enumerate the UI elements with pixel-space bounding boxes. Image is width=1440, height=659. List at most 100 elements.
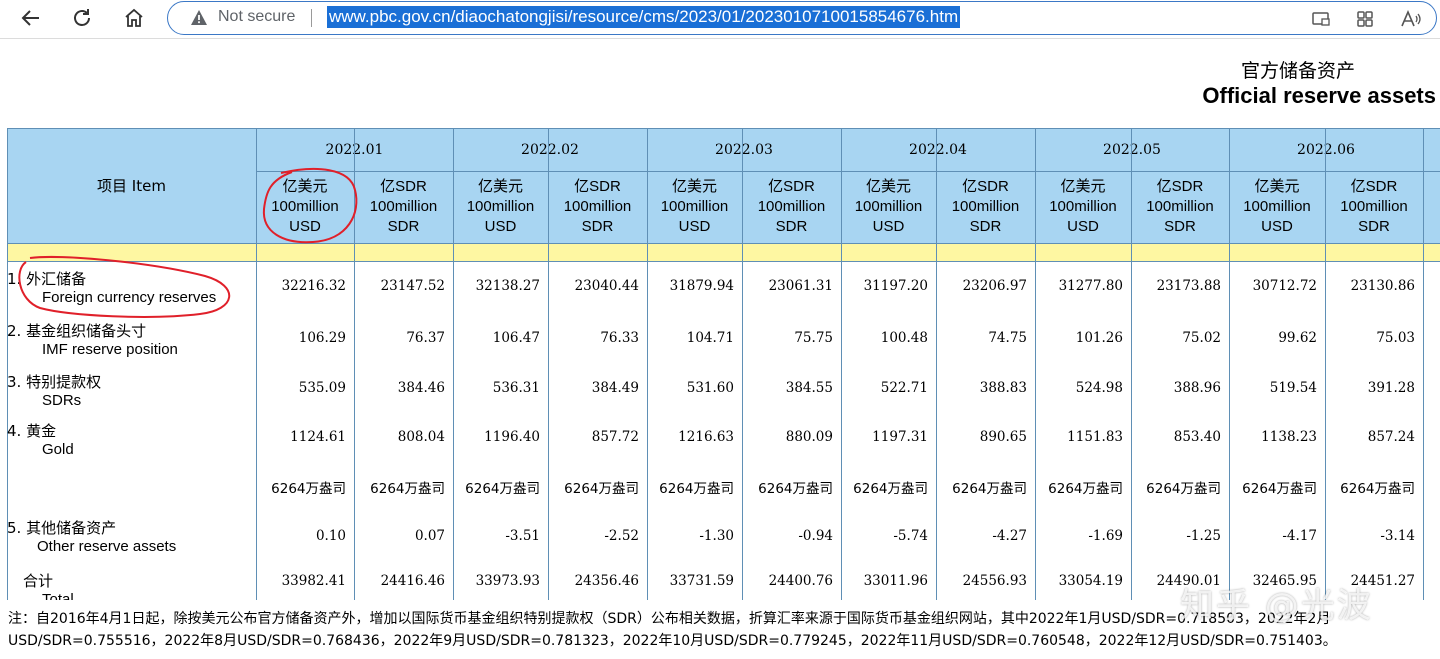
unit-header-line: 亿美元 [282, 178, 328, 195]
row-label-cn: 合计 [23, 572, 54, 590]
table-cell: 30712.72 [1252, 278, 1317, 294]
table-cell: 106.47 [492, 330, 540, 346]
address-divider [311, 9, 312, 27]
unit-header-line: USD [484, 218, 517, 235]
unit-header-line: 100million [271, 198, 339, 215]
table-cell: 33982.41 [281, 573, 346, 589]
grid-vline [7, 128, 8, 600]
address-bar[interactable]: Not secure www.pbc.gov.cn/diaochatongjis… [167, 1, 1437, 35]
unit-header-line: USD [289, 218, 321, 235]
grid-vline [841, 128, 842, 600]
month-header: 2022.05 [1103, 141, 1161, 158]
warning-icon [191, 10, 207, 25]
table-header-background [7, 128, 1440, 243]
table-cell: 32138.27 [475, 278, 540, 294]
month-header: 2022.04 [909, 141, 967, 158]
row-label-cn: 1. 外汇储备 [7, 270, 87, 288]
table-cell: 384.55 [785, 380, 833, 396]
gold-ounces-cell: 6264万盎司 [1048, 481, 1123, 497]
unit-header: 亿SDR 100million SDR [742, 171, 841, 243]
table-cell: 536.31 [492, 380, 540, 396]
unit-header-line: 亿美元 [865, 178, 911, 195]
month-header: 2022.03 [715, 141, 773, 158]
table-cell: 32465.95 [1252, 573, 1317, 589]
home-button[interactable] [119, 4, 149, 32]
table-cell: 1196.40 [484, 429, 540, 445]
unit-header: 亿SDR 100million SDR [548, 171, 647, 243]
unit-header-line: SDR [969, 218, 1002, 235]
table-cell: 24451.27 [1350, 573, 1415, 589]
gold-ounces-cell: 6264万盎司 [952, 481, 1027, 497]
table-cell: 101.26 [1075, 330, 1123, 346]
unit-header-line: SDR [387, 218, 420, 235]
gold-ounces-cell: 6264万盎司 [1340, 481, 1415, 497]
table-cell: 74.75 [988, 330, 1027, 346]
apps-grid-icon[interactable] [1355, 9, 1375, 29]
url-text[interactable]: www.pbc.gov.cn/diaochatongjisi/resource/… [327, 6, 961, 28]
row-label-cn: 3. 特别提款权 [7, 373, 102, 391]
table-cell: 104.71 [686, 330, 734, 346]
grid-hline [7, 243, 1440, 244]
unit-header: 亿美元 100million USD [647, 171, 742, 243]
table-cell: 24400.76 [768, 573, 833, 589]
table-cell: 1216.63 [678, 429, 734, 445]
unit-header-line: 100million [369, 198, 438, 215]
table-cell: -1.25 [1186, 528, 1221, 544]
unit-header-line: 亿SDR [1350, 178, 1398, 195]
unit-header-line: USD [1261, 218, 1293, 235]
table-cell: 24556.93 [962, 573, 1027, 589]
unit-header-line: 100million [1049, 198, 1117, 215]
table-cell: 0.07 [414, 528, 445, 544]
browser-toolbar: Not secure www.pbc.gov.cn/diaochatongjis… [0, 0, 1440, 39]
unit-header: 亿SDR 100million SDR [936, 171, 1035, 243]
table-cell: 519.54 [1269, 380, 1317, 396]
unit-header-line: USD [1067, 218, 1099, 235]
home-icon [125, 8, 143, 27]
table-cell: -3.51 [505, 528, 540, 544]
table-cell: 535.09 [298, 380, 346, 396]
row-label-en: SDRs [42, 392, 82, 409]
read-aloud-icon[interactable] [1400, 9, 1422, 29]
table-cell: 23173.88 [1156, 278, 1221, 294]
gold-ounces-cell: 6264万盎司 [1146, 481, 1221, 497]
table-cell: -4.27 [992, 528, 1027, 544]
table-cell: 75.02 [1182, 330, 1221, 346]
gold-ounces-cell: 6264万盎司 [465, 481, 540, 497]
unit-header-line: SDR [1358, 218, 1390, 235]
table-cell: 33054.19 [1058, 573, 1123, 589]
table-cell: 33973.93 [475, 573, 540, 589]
table-cell: 31879.94 [669, 278, 734, 294]
back-button[interactable] [16, 4, 46, 32]
unit-header: 亿美元 100million USD [256, 171, 354, 243]
grid-vline [453, 128, 454, 600]
table-cell: 522.71 [880, 380, 928, 396]
unit-header-line: 亿SDR [1156, 178, 1204, 195]
grid-hline [256, 171, 1440, 172]
page-title-en: Official reserve assets [1202, 83, 1436, 108]
security-label[interactable]: Not secure [218, 8, 296, 25]
table-cell: 1138.23 [1261, 429, 1317, 445]
table-cell: -4.17 [1282, 528, 1317, 544]
back-arrow-icon [21, 10, 39, 26]
grid-vline [1423, 128, 1424, 600]
table-cell: 24490.01 [1156, 573, 1221, 589]
table-cell: 23130.86 [1350, 278, 1415, 294]
table-cell: 531.60 [686, 380, 734, 396]
cast-icon[interactable] [1311, 9, 1331, 29]
table-cell: 1151.83 [1067, 429, 1123, 445]
unit-header-line: SDR [581, 218, 614, 235]
reload-button[interactable] [67, 4, 97, 32]
row-label-en: IMF reserve position [42, 341, 178, 358]
row-label-en: Other reserve assets [37, 538, 177, 555]
table-cell: 391.28 [1367, 380, 1415, 396]
unit-header-line: 亿美元 [671, 178, 717, 195]
unit-header-line: USD [678, 218, 711, 235]
table-cell: 857.24 [1367, 429, 1415, 445]
grid-hline [7, 261, 1440, 262]
table-cell: 384.49 [591, 380, 639, 396]
grid-vline [548, 128, 549, 600]
unit-header-line: 100million [854, 198, 923, 215]
grid-vline [354, 128, 355, 600]
table-cell: -1.69 [1088, 528, 1123, 544]
